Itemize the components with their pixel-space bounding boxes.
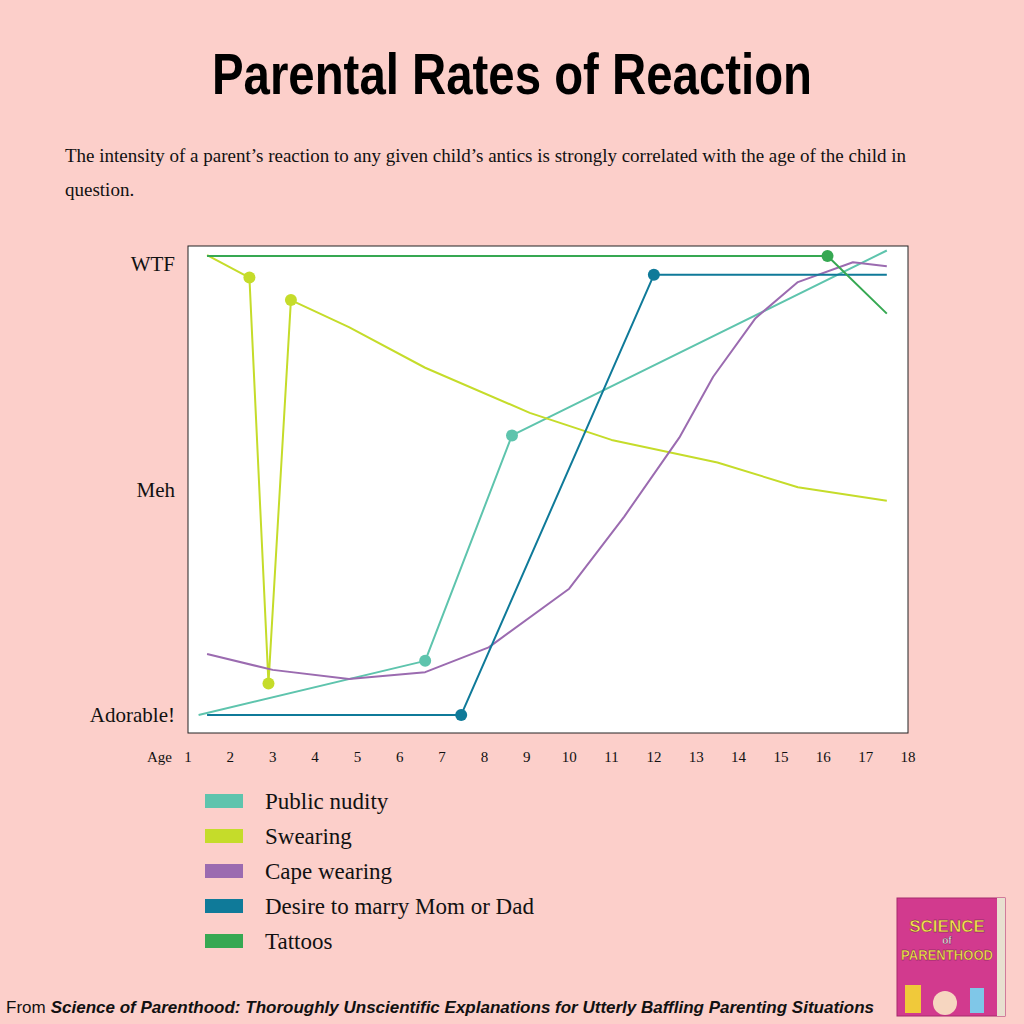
plot-area — [199, 250, 887, 721]
series-marker — [822, 250, 834, 262]
book-title: of — [942, 935, 952, 946]
y-tick-label: Adorable! — [90, 703, 175, 727]
legend-label: Tattoos — [265, 929, 332, 954]
legend-swatch — [205, 899, 243, 913]
series-line — [207, 256, 887, 314]
legend-label: Swearing — [265, 824, 352, 849]
series-marker — [455, 709, 467, 721]
x-tick-label: 6 — [396, 749, 404, 765]
series-line — [199, 251, 887, 715]
x-tick-label: 5 — [354, 749, 362, 765]
series-marker — [262, 677, 274, 689]
series-marker — [648, 269, 660, 281]
x-tick-label: 2 — [227, 749, 235, 765]
x-tick-label: 7 — [438, 749, 446, 765]
footer-prefix: From — [6, 998, 46, 1017]
x-tick-label: 3 — [269, 749, 277, 765]
series-line — [207, 262, 887, 679]
x-axis-title: Age — [147, 749, 172, 765]
x-tick-label: 8 — [481, 749, 489, 765]
legend-swatch — [205, 864, 243, 878]
x-tick-label: 14 — [731, 749, 747, 765]
y-tick-label: Meh — [137, 478, 176, 502]
subtitle: The intensity of a parent’s reaction to … — [65, 145, 907, 200]
footer-source: Science of Parenthood: Thoroughly Unscie… — [51, 998, 874, 1017]
title: Parental Rates of Reaction — [212, 41, 812, 106]
series-line — [207, 255, 887, 683]
x-tick-label: 18 — [901, 749, 916, 765]
legend-swatch — [205, 794, 243, 808]
series-marker — [419, 655, 431, 667]
legend-swatch — [205, 934, 243, 948]
x-tick-label: 10 — [562, 749, 577, 765]
book-cover: SCIENCEofPARENTHOOD — [897, 898, 1005, 1016]
x-tick-label: 12 — [646, 749, 661, 765]
legend-label: Cape wearing — [265, 859, 393, 884]
x-tick-label: 15 — [773, 749, 788, 765]
series-line — [207, 275, 887, 715]
x-tick-label: 16 — [816, 749, 832, 765]
footer: From Science of Parenthood: Thoroughly Un… — [6, 998, 874, 1017]
series-marker — [285, 294, 297, 306]
plot-frame — [188, 246, 908, 733]
legend-label: Desire to marry Mom or Dad — [265, 894, 534, 919]
chart: Parental Rates of Reaction The intensity … — [0, 0, 1024, 1024]
x-tick-label: 4 — [311, 749, 319, 765]
series-marker — [506, 429, 518, 441]
legend-label: Public nudity — [265, 789, 389, 814]
book-title: SCIENCE — [909, 917, 985, 936]
x-tick-label: 17 — [858, 749, 874, 765]
x-tick-label: 9 — [523, 749, 531, 765]
book-title: PARENTHOOD — [901, 947, 993, 963]
background — [0, 0, 1024, 1024]
x-tick-label: 1 — [184, 749, 192, 765]
x-tick-label: 13 — [689, 749, 704, 765]
y-tick-label: WTF — [131, 252, 175, 276]
series-marker — [243, 272, 255, 284]
legend-swatch — [205, 829, 243, 843]
x-tick-label: 11 — [604, 749, 618, 765]
